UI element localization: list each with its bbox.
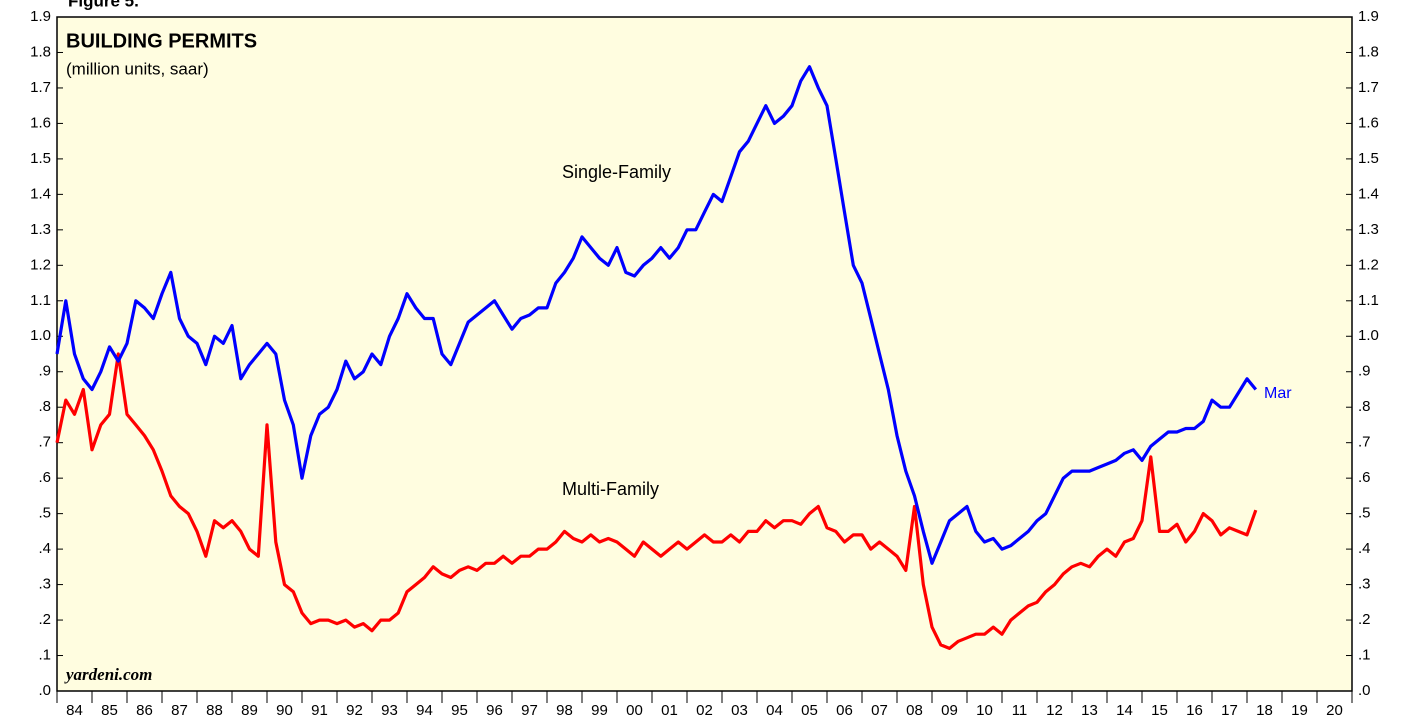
y-tick-label: .4 [38,540,51,557]
x-tick-label: 19 [1291,702,1308,719]
x-tick-label: 16 [1186,702,1203,719]
x-tick-label: 01 [661,702,678,719]
series-label: Single-Family [562,162,671,182]
x-tick-label: 20 [1326,702,1343,719]
x-tick-label: 11 [1012,702,1028,719]
x-tick-label: 18 [1256,702,1273,719]
plot-area [56,16,1353,692]
y-tick-label: .5 [38,505,51,522]
y-tick-label: .0 [38,682,51,699]
x-tick-label: 96 [486,702,503,719]
chart-subtitle: (million units, saar) [66,59,209,78]
y2-tick-label: .1 [1358,646,1371,663]
y-tick-label: 1.9 [30,8,51,25]
y2-tick-label: .3 [1358,576,1371,593]
line-series [55,65,1258,565]
x-tick-label: 07 [871,702,888,719]
y2-tick-label: .7 [1358,434,1371,451]
x-tick-label: 94 [416,702,433,719]
x-tick-label: 13 [1081,702,1098,719]
x-tick-label: 09 [941,702,958,719]
y-tick-label: 1.6 [30,114,51,131]
y-tick-label: 1.4 [30,185,51,202]
y-tick-label: .7 [38,434,51,451]
y-tick-label: .2 [38,611,51,628]
y-tick-label: 1.0 [30,327,51,344]
y2-tick-label: 1.1 [1358,292,1379,309]
x-tick-label: 99 [591,702,608,719]
y2-tick-label: 1.7 [1358,79,1379,96]
x-tick-label: 93 [381,702,398,719]
y-tick-label: 1.1 [30,292,51,309]
y-tick-label: 1.3 [30,221,51,238]
series-label: Multi-Family [562,479,659,499]
x-tick-label: 10 [976,702,993,719]
y-tick-label: 1.2 [30,256,51,273]
y2-tick-label: 1.8 [1358,43,1379,60]
x-tick-label: 00 [626,702,643,719]
x-tick-label: 04 [766,702,783,719]
y-tick-label: 1.8 [30,43,51,60]
y2-tick-label: 1.3 [1358,221,1379,238]
y2-tick-label: .9 [1358,363,1371,380]
y2-tick-label: .6 [1358,469,1371,486]
y-tick-label: 1.5 [30,150,51,167]
x-tick-label: 95 [451,702,468,719]
x-tick-label: 14 [1116,702,1133,719]
y2-tick-label: 1.9 [1358,8,1379,25]
x-tick-label: 86 [136,702,153,719]
figure-label: Figure 5. [68,0,139,10]
y2-tick-label: .5 [1358,505,1371,522]
x-tick-label: 88 [206,702,223,719]
x-tick-label: 85 [101,702,118,719]
x-tick-label: 87 [171,702,188,719]
y2-tick-label: .2 [1358,611,1371,628]
y2-tick-label: .0 [1358,682,1371,699]
x-tick-label: 90 [276,702,293,719]
x-tick-label: 91 [311,702,328,719]
y2-tick-label: .4 [1358,540,1371,557]
x-tick-label: 05 [801,702,818,719]
y-tick-label: .3 [38,576,51,593]
y-tick-label: .1 [38,646,51,663]
x-tick-label: 03 [731,702,748,719]
x-tick-label: 89 [241,702,258,719]
y2-tick-label: 1.5 [1358,150,1379,167]
line-series [55,352,1258,650]
y-tick-label: .6 [38,469,51,486]
x-tick-label: 06 [836,702,853,719]
y-tick-label: .8 [38,398,51,415]
x-tick-label: 08 [906,702,923,719]
chart-title: BUILDING PERMITS [66,30,257,52]
y-tick-label: 1.7 [30,79,51,96]
y2-tick-label: 1.4 [1358,185,1379,202]
x-tick-label: 12 [1046,702,1063,719]
y2-tick-label: .8 [1358,398,1371,415]
y2-tick-label: 1.6 [1358,114,1379,131]
source: yardeni.com [64,665,152,684]
x-tick-label: 02 [696,702,713,719]
y2-tick-label: 1.0 [1358,327,1379,344]
x-tick-label: 97 [521,702,538,719]
x-tick-label: 17 [1221,702,1238,719]
end-label: Mar [1264,385,1292,402]
x-tick-label: 98 [556,702,573,719]
x-tick-label: 84 [66,702,83,719]
x-tick-label: 92 [346,702,363,719]
y-tick-label: .9 [38,363,51,380]
x-tick-label: 15 [1151,702,1168,719]
y2-tick-label: 1.2 [1358,256,1379,273]
